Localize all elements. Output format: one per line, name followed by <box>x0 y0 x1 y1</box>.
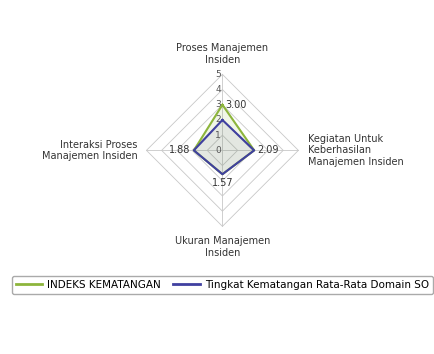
Text: 3.00: 3.00 <box>226 100 247 110</box>
Text: 1.88: 1.88 <box>169 145 191 155</box>
Text: 3: 3 <box>215 100 221 109</box>
Legend: INDEKS KEMATANGAN, Tingkat Kematangan Rata-Rata Domain SO: INDEKS KEMATANGAN, Tingkat Kematangan Ra… <box>12 276 433 294</box>
Polygon shape <box>194 120 254 174</box>
Text: 2: 2 <box>215 115 221 125</box>
Text: Interaksi Proses
Manajemen Insiden: Interaksi Proses Manajemen Insiden <box>42 139 137 161</box>
Polygon shape <box>194 105 254 174</box>
Text: Ukuran Manajemen
Insiden: Ukuran Manajemen Insiden <box>175 236 270 258</box>
Text: 2.09: 2.09 <box>257 145 279 155</box>
Text: 0: 0 <box>215 146 221 155</box>
Text: Proses Manajemen
Insiden: Proses Manajemen Insiden <box>176 43 269 64</box>
Text: Kegiatan Untuk
Keberhasilan
Manajemen Insiden: Kegiatan Untuk Keberhasilan Manajemen In… <box>308 134 403 167</box>
Text: 1.57: 1.57 <box>212 178 233 188</box>
Text: 5: 5 <box>215 70 221 79</box>
Text: 4: 4 <box>215 85 221 94</box>
Text: 1: 1 <box>215 131 221 140</box>
